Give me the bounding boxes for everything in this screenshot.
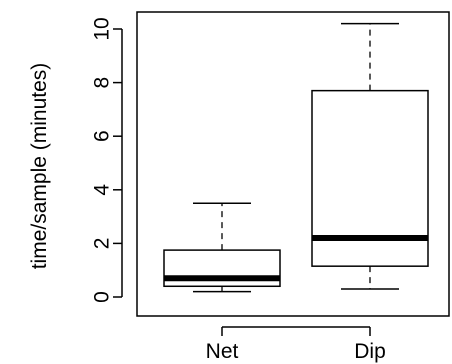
y-axis: 0 2 4 6 8 10 (90, 17, 123, 303)
box-net (163, 202, 281, 293)
box-series (163, 22, 429, 293)
x-tick-label: Net (206, 340, 239, 363)
y-tick-label: 0 (90, 291, 113, 303)
y-axis-title: time/sample (minutes) (28, 63, 51, 270)
y-tick-label: 8 (90, 77, 113, 89)
y-tick-label: 6 (90, 130, 113, 142)
x-tick-label: Dip (354, 340, 386, 363)
y-tick-label: 4 (90, 184, 113, 196)
box-dip (311, 22, 429, 290)
x-axis: Net Dip (206, 326, 386, 363)
y-tick-label: 2 (90, 238, 113, 250)
plot-frame (136, 11, 450, 317)
y-tick-label: 10 (90, 17, 113, 40)
